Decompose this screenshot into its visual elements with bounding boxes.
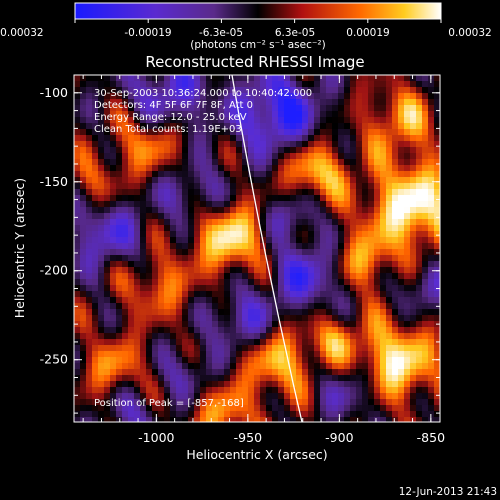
x-axis-label: Heliocentric X (arcsec) [186, 447, 327, 462]
y-tick-label: -150 [40, 174, 68, 189]
colorbar-tick-label: 0.00019 [346, 27, 389, 39]
x-tick-label: -900 [325, 430, 353, 445]
colorbar-tick-label: 0.00032 [448, 27, 491, 39]
colorbar-ticks [74, 19, 442, 23]
annotation-energy-range: Energy Range: 12.0 - 25.0 keV [94, 112, 247, 123]
annotation-time-range: 30-Sep-2003 10:36:24.000 to 10:40:42.000 [94, 88, 312, 99]
y-tick-label: -200 [40, 263, 68, 278]
peak-position-label: Position of Peak = [-857,-168] [94, 398, 244, 409]
y-tick-label: -250 [40, 352, 68, 367]
colorbar-tick-label: -6.3e-05 [199, 27, 243, 39]
y-tick-labels: -100 -150 -200 -250 [40, 85, 68, 367]
solar-limb-line [231, 75, 303, 422]
y-tick-label: -100 [40, 85, 68, 100]
colorbar-tick-label: -0.00019 [124, 27, 171, 39]
footer-timestamp: 12-Jun-2013 21:43 [399, 486, 497, 498]
heatmap-image [74, 75, 440, 422]
annotation-block: 30-Sep-2003 10:36:24.000 to 10:40:42.000… [94, 88, 312, 135]
colorbar-tick-label: -0.00032 [0, 27, 44, 39]
plot-frame [73, 74, 441, 423]
colorbar-units-label: (photons cm⁻² s⁻¹ asec⁻²) [190, 39, 325, 51]
colorbar: -0.00032 -0.00019 -6.3e-05 6.3e-05 0.00019 0.… [0, 2, 492, 51]
x-tick-label: -950 [234, 430, 262, 445]
y-axis-label: Heliocentric Y (arcsec) [12, 178, 27, 318]
x-tick-label: -850 [417, 430, 445, 445]
annotation-detectors: Detectors: 4F 5F 6F 7F 8F, Att 0 [94, 100, 253, 111]
x-tick-labels: -1000 -950 -900 -850 [138, 430, 445, 445]
colorbar-tick-labels: -0.00032 -0.00019 -6.3e-05 6.3e-05 0.00019 0.… [0, 27, 492, 39]
colorbar-tick-label: 6.3e-05 [275, 27, 315, 39]
axis-ticks [74, 74, 440, 422]
colorbar-gradient [74, 2, 442, 20]
annotation-clean-counts: Clean Total counts: 1.19E+03 [94, 124, 242, 135]
x-tick-label: -1000 [138, 430, 174, 445]
plot-title: Reconstructed RHESSI Image [145, 53, 364, 71]
